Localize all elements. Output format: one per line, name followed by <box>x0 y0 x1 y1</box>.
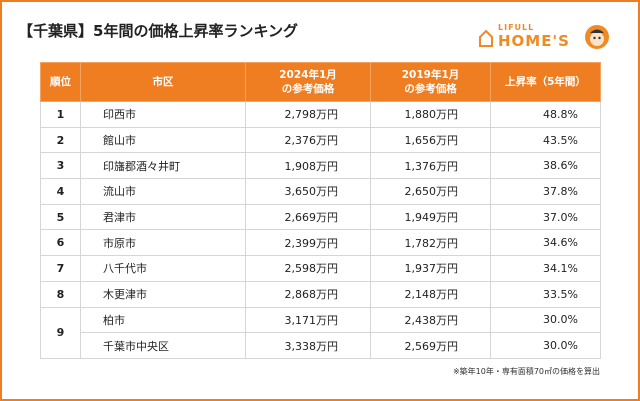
rank-cell: 4 <box>40 178 81 205</box>
header-text: 上昇率（5年間） <box>505 76 586 88</box>
table-cell: 柏市 <box>80 306 246 334</box>
table-row: 3 印旛郡酒々井町 1,908万円 1,376万円 38.6% <box>40 152 601 180</box>
table-cell: 2,868万円 <box>245 280 371 308</box>
table-cell: 木更津市 <box>80 280 246 308</box>
table-row: 千葉市中央区 3,338万円 2,569万円 30.0% <box>41 332 601 359</box>
table-cell: 30.0% <box>490 332 601 359</box>
table-cell: 2,669万円 <box>245 203 371 231</box>
table-cell: 48.8% <box>490 101 601 128</box>
table-cell: 30.0% <box>490 306 601 334</box>
table-cell: 1,937万円 <box>370 255 491 282</box>
table-body: 1 印西市 2,798万円 1,880万円 48.8% 2 館山市 2,376万円 1,656万… <box>40 101 601 359</box>
table-row: 7 八千代市 2,598万円 1,937万円 34.1% <box>40 255 601 282</box>
header-cell: 2019年1月 の参考価格 <box>370 62 491 102</box>
table-cell: 2,598万円 <box>245 255 371 282</box>
rank-cell: 5 <box>40 203 81 231</box>
table-cell: 1,376万円 <box>370 152 491 180</box>
table-cell: 1,880万円 <box>370 101 491 128</box>
header-cell: 市区 <box>80 62 246 102</box>
header-text: 順位 <box>50 76 71 88</box>
rank-cell: 9 <box>40 306 81 359</box>
table-row: 6 市原市 2,399万円 1,782万円 34.6% <box>40 229 601 257</box>
table-cell: 印西市 <box>80 101 246 128</box>
logo-mascot <box>585 25 609 49</box>
table-cell: 37.8% <box>490 178 601 205</box>
table-cell: 37.0% <box>490 203 601 231</box>
logo: LIFULL HOME'S <box>478 22 618 52</box>
table-cell: 3,171万円 <box>245 306 371 334</box>
table-row: 5 君津市 2,669万円 1,949万円 37.0% <box>40 203 601 231</box>
rank-cell: 8 <box>40 280 81 308</box>
header-text: の参考価格 <box>281 83 335 95</box>
table-cell: 33.5% <box>490 280 601 308</box>
title: 【千葉県】5年間の価格上昇率ランキング <box>18 22 298 40</box>
header-cell: 2024年1月 の参考価格 <box>245 62 371 102</box>
table-cell: 印旛郡酒々井町 <box>80 152 246 180</box>
table-cell: 2,438万円 <box>370 306 491 334</box>
rank-cell: 7 <box>40 255 81 282</box>
table-cell: 1,949万円 <box>370 203 491 231</box>
ranking-table: 順位 市区 2024年1月 の参考価格 2019年1月 の参考価格 上昇率（5年間） 1 印西… <box>40 62 601 359</box>
table-cell: 1,656万円 <box>370 126 491 154</box>
table-cell: 3,338万円 <box>245 332 371 359</box>
rank-cell: 2 <box>40 126 81 154</box>
table-cell: 千葉市中央区 <box>80 332 246 359</box>
table-cell: 君津市 <box>80 203 246 231</box>
table-cell: 2,569万円 <box>370 332 491 359</box>
table-row: 9 柏市 3,171万円 2,438万円 30.0% <box>40 306 601 359</box>
table-cell: 八千代市 <box>80 255 246 282</box>
table-cell: 3,650万円 <box>245 178 371 205</box>
logo-top: LIFULL <box>498 23 535 32</box>
table-cell: 市原市 <box>80 229 246 257</box>
header-text: の参考価格 <box>404 83 457 95</box>
table-cell: 2,148万円 <box>370 280 491 308</box>
logo-bottom: HOME'S <box>498 32 570 50</box>
rank-cell: 3 <box>40 152 81 180</box>
table-cell: 館山市 <box>80 126 246 154</box>
header-text: 2024年1月 <box>279 69 337 81</box>
header-row: 順位 市区 2024年1月 の参考価格 2019年1月 の参考価格 上昇率（5年間） <box>40 62 601 102</box>
header-cell: 順位 <box>40 62 81 102</box>
table-cell: 34.1% <box>490 255 601 282</box>
table-cell: 2,399万円 <box>245 229 371 257</box>
table-row: 8 木更津市 2,868万円 2,148万円 33.5% <box>40 280 601 308</box>
table-row: 1 印西市 2,798万円 1,880万円 48.8% <box>40 101 601 128</box>
header-cell: 上昇率（5年間） <box>490 62 601 102</box>
table-cell: 34.6% <box>490 229 601 257</box>
table-row: 2 館山市 2,376万円 1,656万円 43.5% <box>40 126 601 154</box>
table-cell: 1,908万円 <box>245 152 371 180</box>
rank-cell: 1 <box>40 101 81 128</box>
table-cell: 43.5% <box>490 126 601 154</box>
table-cell: 流山市 <box>80 178 246 205</box>
table-cell: 2,798万円 <box>245 101 371 128</box>
table-cell: 38.6% <box>490 152 601 180</box>
table-cell: 2,376万円 <box>245 126 371 154</box>
rank-cell: 6 <box>40 229 81 257</box>
logo-house-icon <box>479 29 493 47</box>
footnote: ※築年10年・専有面積70㎡の価格を算出 <box>452 367 600 376</box>
header-text: 2019年1月 <box>401 69 460 81</box>
table-cell: 2,650万円 <box>370 178 491 205</box>
table-row: 4 流山市 3,650万円 2,650万円 37.8% <box>40 178 601 205</box>
header-text: 市区 <box>152 76 174 88</box>
table-cell: 1,782万円 <box>370 229 491 257</box>
